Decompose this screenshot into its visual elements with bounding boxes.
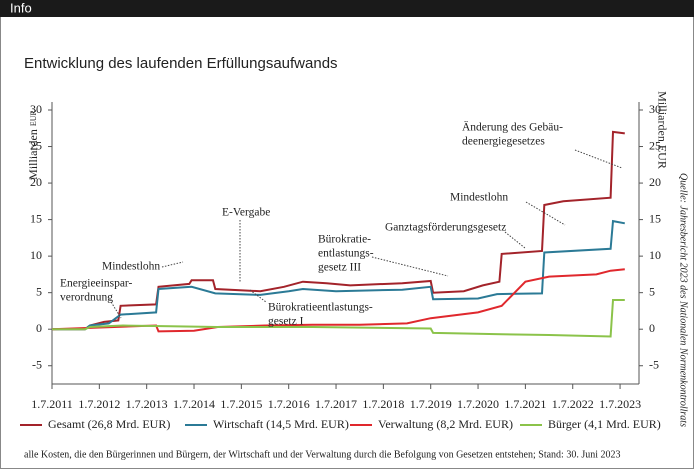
annotation-leader bbox=[504, 231, 526, 249]
x-tick-label: 1.7.2017 bbox=[315, 397, 357, 411]
y-tick-label: 0 bbox=[36, 321, 42, 335]
x-tick-label: 1.7.2015 bbox=[220, 397, 262, 411]
header-bar bbox=[0, 0, 694, 17]
annotation: gesetz III bbox=[318, 262, 361, 274]
y2-tick-label: 20 bbox=[649, 175, 661, 189]
annotation: deenergiegesetzes bbox=[462, 136, 545, 148]
annotation: Mindestlohn bbox=[450, 192, 508, 204]
y-tick-label: 25 bbox=[30, 138, 42, 152]
annotation: verordnung bbox=[60, 292, 113, 304]
y2-axis-label: Milliarden EUR bbox=[655, 91, 669, 169]
x-tick-label: 1.7.2016 bbox=[268, 397, 310, 411]
chart-title: Entwicklung des laufenden Erfüllungsaufw… bbox=[24, 55, 338, 72]
y-tick-label: 5 bbox=[36, 284, 42, 298]
series-line bbox=[51, 268, 625, 333]
x-tick-label: 1.7.2011 bbox=[31, 397, 73, 411]
y-axis-label-main: Milliarden bbox=[26, 129, 40, 180]
y2-tick-label: 0 bbox=[649, 321, 655, 335]
annotation: gesetz I bbox=[268, 316, 304, 328]
annotation-leader bbox=[249, 289, 267, 303]
x-tick-label: 1.7.2023 bbox=[599, 397, 641, 411]
x-tick-label: 1.7.2014 bbox=[173, 397, 215, 411]
annotation: E-Vergabe bbox=[222, 207, 270, 219]
x-tick-label: 1.7.2018 bbox=[362, 397, 404, 411]
footnote: alle Kosten, die den Bürgerinnen und Bür… bbox=[24, 449, 621, 460]
annotation-leader bbox=[574, 149, 623, 169]
y-tick-label: -5 bbox=[32, 357, 42, 371]
annotation: Bürokratieentlastungs- bbox=[268, 302, 373, 314]
annotation-leader bbox=[107, 296, 122, 319]
series-line bbox=[52, 299, 625, 338]
y2-tick-label: 5 bbox=[649, 284, 655, 298]
y-axis-label-unit: EUR bbox=[29, 110, 38, 127]
y-tick-label: 30 bbox=[30, 102, 42, 116]
x-tick-label: 1.7.2022 bbox=[552, 397, 594, 411]
y2-tick-label: 30 bbox=[649, 102, 661, 116]
y2-tick-label: 10 bbox=[649, 248, 661, 262]
annotation: Änderung des Gebäu- bbox=[462, 120, 563, 134]
y-axis-label: Milliarden EUR bbox=[26, 110, 40, 180]
legend-label: Gesamt (26,8 Mrd. EUR) bbox=[48, 417, 170, 431]
annotation: entlastungs- bbox=[318, 248, 374, 260]
legend-label: Wirtschaft (14,5 Mrd. EUR) bbox=[213, 417, 349, 431]
x-tick-label: 1.7.2012 bbox=[78, 397, 120, 411]
series-line bbox=[52, 219, 625, 331]
source: Quelle: Jahresbericht 2023 des Nationale… bbox=[678, 173, 689, 427]
annotation-leader bbox=[161, 261, 184, 268]
header: Info bbox=[10, 0, 32, 15]
legend-label: Verwaltung (8,2 Mrd. EUR) bbox=[378, 417, 513, 431]
annotation-leader bbox=[371, 256, 449, 277]
y2-tick-label: 25 bbox=[649, 138, 661, 152]
y2-tick-label: 15 bbox=[649, 211, 661, 225]
y2-tick-label: -5 bbox=[649, 357, 659, 371]
x-tick-label: 1.7.2013 bbox=[126, 397, 168, 411]
x-tick-label: 1.7.2021 bbox=[504, 397, 546, 411]
legend-label: Bürger (4,1 Mrd. EUR) bbox=[548, 417, 661, 431]
y-tick-label: 20 bbox=[30, 175, 42, 189]
y-tick-label: 15 bbox=[30, 211, 42, 225]
x-tick-label: 1.7.2019 bbox=[410, 397, 452, 411]
annotation: Bürokratie- bbox=[318, 234, 371, 246]
annotation: Mindestlohn bbox=[102, 261, 160, 273]
annotation: Energieeinspar- bbox=[60, 278, 133, 290]
x-tick-label: 1.7.2020 bbox=[457, 397, 499, 411]
annotation: Ganztagsförderungsgesetz bbox=[385, 222, 506, 234]
series-line bbox=[52, 130, 625, 331]
y-tick-label: 10 bbox=[30, 248, 42, 262]
